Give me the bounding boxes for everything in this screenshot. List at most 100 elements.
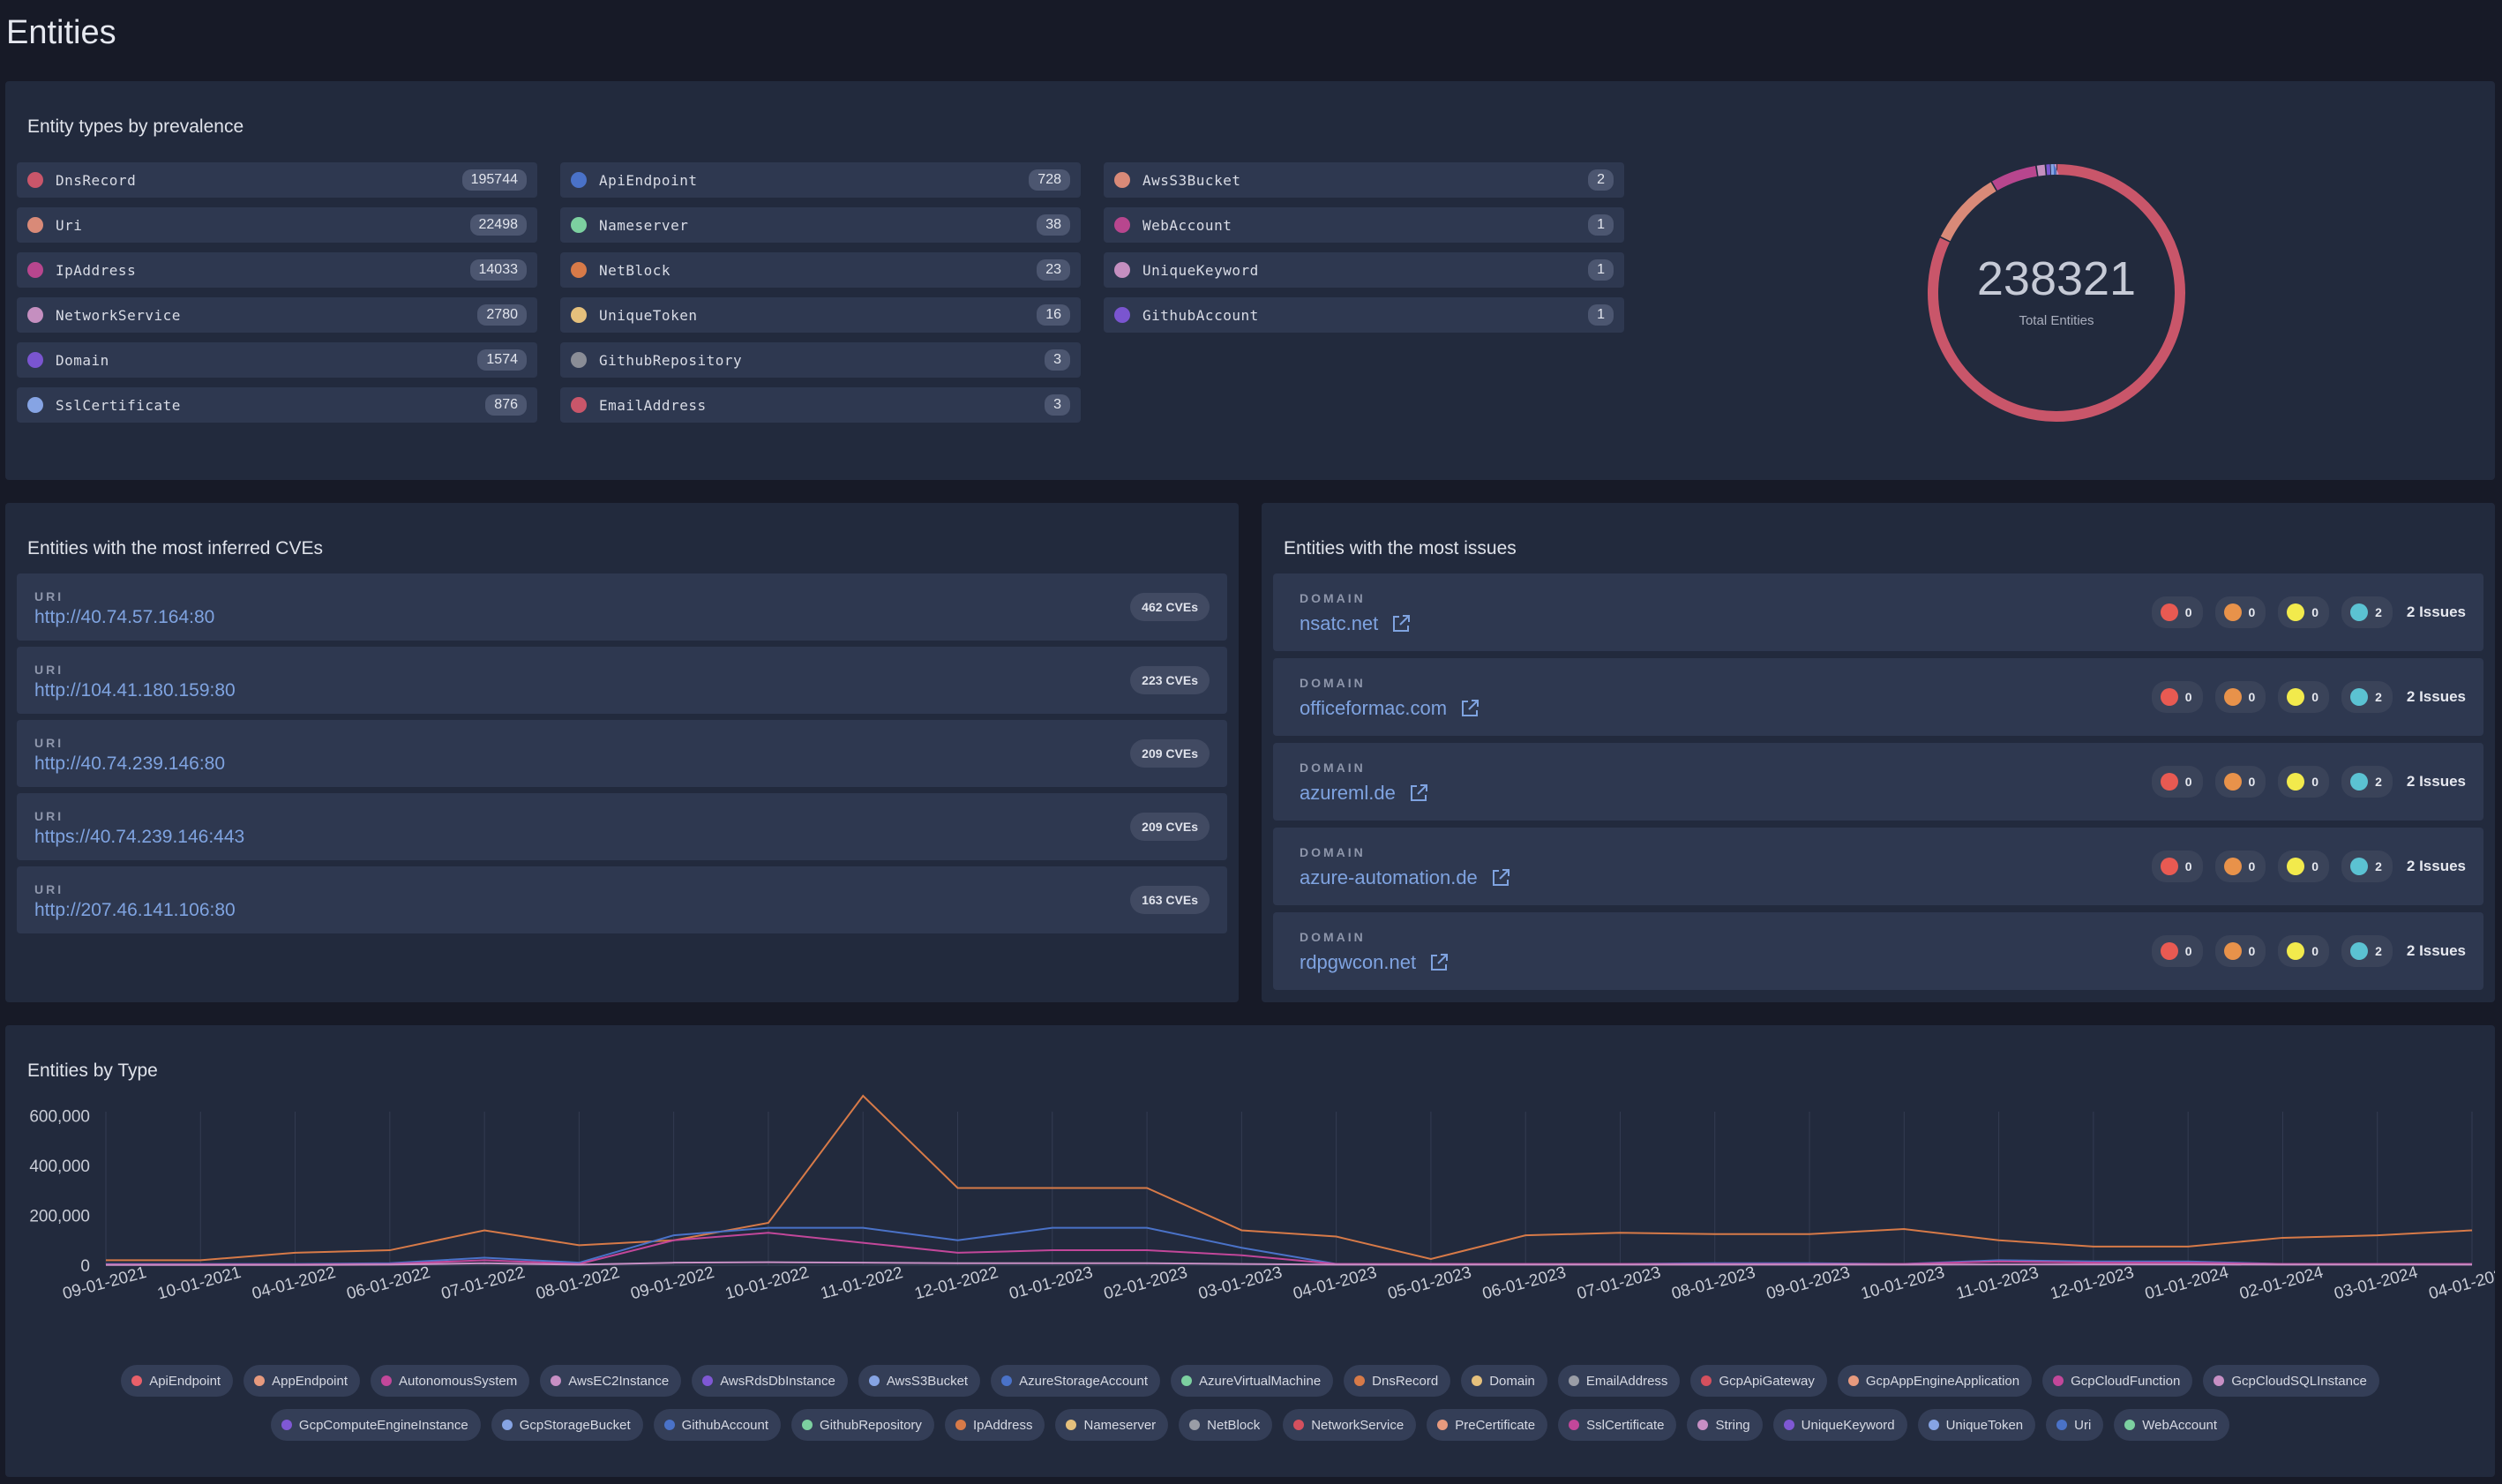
issue-entity-row[interactable]: DOMAIN rdpgwcon.net 0 0 0 2 2 Issues <box>1273 912 2483 990</box>
legend-item[interactable]: GcpAppEngineApplication <box>1837 1365 2033 1397</box>
external-link-icon[interactable] <box>1390 613 1412 634</box>
legend-item[interactable]: GcpApiGateway <box>1690 1365 1827 1397</box>
entity-type-item[interactable]: NetBlock 23 <box>560 252 1081 288</box>
external-link-icon[interactable] <box>1490 867 1511 888</box>
entity-link[interactable]: http://104.41.180.159:80 <box>34 680 236 701</box>
legend-item[interactable]: NetBlock <box>1179 1409 1273 1441</box>
legend-item[interactable]: AutonomousSystem <box>371 1365 530 1397</box>
legend-item[interactable]: IpAddress <box>944 1409 1045 1441</box>
legend-item[interactable]: GithubRepository <box>791 1409 934 1441</box>
legend-label: GcpCloudSQLInstance <box>2231 1373 2367 1389</box>
severity-dot-icon <box>2350 688 2369 706</box>
cve-entity-row[interactable]: URI http://40.74.57.164:80 462 CVEs <box>17 573 1227 641</box>
entity-type-item[interactable]: Domain 1574 <box>17 342 537 378</box>
entity-link[interactable]: http://40.74.57.164:80 <box>34 607 215 627</box>
cve-entity-row[interactable]: URI http://104.41.180.159:80 223 CVEs <box>17 647 1227 714</box>
entity-link[interactable]: http://207.46.141.106:80 <box>34 900 236 920</box>
entity-type-item[interactable]: SslCertificate 876 <box>17 387 537 423</box>
issue-entity-row[interactable]: DOMAIN officeformac.com 0 0 0 2 2 Issues <box>1273 658 2483 736</box>
entity-type-item[interactable]: EmailAddress 3 <box>560 387 1081 423</box>
legend-item[interactable]: UniqueToken <box>1917 1409 2036 1441</box>
legend-label: EmailAddress <box>1585 1373 1668 1389</box>
legend-item[interactable]: GcpCloudFunction <box>2042 1365 2193 1397</box>
legend-item[interactable]: Domain <box>1461 1365 1547 1397</box>
entity-type-item[interactable]: Nameserver 38 <box>560 207 1081 243</box>
severity-dot-icon <box>2350 942 2369 960</box>
entity-type-item[interactable]: DnsRecord 195744 <box>17 162 537 198</box>
legend-item[interactable]: PreCertificate <box>1427 1409 1548 1441</box>
external-link-icon[interactable] <box>1408 783 1429 804</box>
entity-type-item[interactable]: ApiEndpoint 728 <box>560 162 1081 198</box>
severity-pill: 2 <box>2341 935 2393 967</box>
domain-link[interactable]: rdpgwcon.net <box>1300 951 1417 973</box>
legend-item[interactable]: AppEndpoint <box>243 1365 361 1397</box>
legend-item[interactable]: AwsRdsDbInstance <box>692 1365 848 1397</box>
legend-label: GcpStorageBucket <box>519 1417 631 1433</box>
legend-item[interactable]: String <box>1687 1409 1763 1441</box>
legend-item[interactable]: AwsEC2Instance <box>540 1365 682 1397</box>
legend-item[interactable]: SslCertificate <box>1558 1409 1677 1441</box>
legend-item[interactable]: GcpComputeEngineInstance <box>270 1409 481 1441</box>
x-tick-label: 07-01-2023 <box>1575 1263 1662 1303</box>
x-tick-label: 07-01-2022 <box>439 1263 527 1303</box>
legend-item[interactable]: EmailAddress <box>1557 1365 1681 1397</box>
legend-item[interactable]: GithubAccount <box>653 1409 782 1441</box>
legend-label: String <box>1715 1417 1750 1433</box>
entity-type-label: URI <box>34 809 64 823</box>
cve-count-badge: 462 CVEs <box>1130 593 1210 621</box>
legend-item[interactable]: AzureVirtualMachine <box>1171 1365 1334 1397</box>
legend-item[interactable]: AwsS3Bucket <box>858 1365 981 1397</box>
issue-entity-row[interactable]: DOMAIN nsatc.net 0 0 0 2 2 Issues <box>1273 573 2483 651</box>
entity-type-dot-icon <box>1114 217 1130 233</box>
legend-item[interactable]: UniqueKeyword <box>1772 1409 1907 1441</box>
entity-type-item[interactable]: Uri 22498 <box>17 207 537 243</box>
domain-link[interactable]: azure-automation.de <box>1300 866 1478 888</box>
legend-item[interactable]: GcpCloudSQLInstance <box>2203 1365 2379 1397</box>
entity-link[interactable]: https://40.74.239.146:443 <box>34 827 245 847</box>
domain-link[interactable]: azureml.de <box>1300 782 1396 804</box>
external-link-icon[interactable] <box>1428 952 1450 973</box>
series-line <box>106 1232 2472 1266</box>
domain-link[interactable]: officeformac.com <box>1300 697 1448 719</box>
severity-count: 0 <box>2248 605 2256 619</box>
legend-label: AutonomousSystem <box>399 1373 518 1389</box>
entity-type-item[interactable]: IpAddress 14033 <box>17 252 537 288</box>
legend-item[interactable]: Nameserver <box>1055 1409 1169 1441</box>
legend-item[interactable]: WebAccount <box>2114 1409 2230 1441</box>
entity-type-item[interactable]: AwsS3Bucket 2 <box>1104 162 1624 198</box>
domain-link[interactable]: nsatc.net <box>1300 612 1379 634</box>
legend-item[interactable]: AzureStorageAccount <box>991 1365 1161 1397</box>
cve-entity-row[interactable]: URI http://40.74.239.146:80 209 CVEs <box>17 720 1227 787</box>
entity-type-item[interactable]: NetworkService 2780 <box>17 297 537 333</box>
entity-type-dot-icon <box>571 172 587 188</box>
legend-item[interactable]: Uri <box>2046 1409 2104 1441</box>
cve-entity-row[interactable]: URI http://207.46.141.106:80 163 CVEs <box>17 866 1227 933</box>
legend-dot-icon <box>1568 1375 1579 1386</box>
cve-entity-row[interactable]: URI https://40.74.239.146:443 209 CVEs <box>17 793 1227 860</box>
entity-type-count: 2 <box>1588 169 1614 191</box>
legend-item[interactable]: DnsRecord <box>1344 1365 1451 1397</box>
issue-entity-row[interactable]: DOMAIN azureml.de 0 0 0 2 2 Issues <box>1273 743 2483 821</box>
legend-label: Nameserver <box>1083 1417 1157 1433</box>
entity-type-count: 1 <box>1588 214 1614 236</box>
legend-dot-icon <box>1181 1375 1193 1386</box>
entity-type-item[interactable]: GithubRepository 3 <box>560 342 1081 378</box>
entity-types-title: Entity types by prevalence <box>27 116 244 137</box>
entity-type-dot-icon <box>27 352 43 368</box>
legend-dot-icon <box>663 1420 675 1430</box>
entity-type-name: IpAddress <box>56 261 137 279</box>
external-link-icon[interactable] <box>1459 698 1480 719</box>
legend-item[interactable]: NetworkService <box>1283 1409 1417 1441</box>
domain-entry: azureml.de <box>1300 782 1429 805</box>
entity-link[interactable]: http://40.74.239.146:80 <box>34 753 226 774</box>
legend-item[interactable]: ApiEndpoint <box>121 1365 234 1397</box>
entity-type-item[interactable]: UniqueToken 16 <box>560 297 1081 333</box>
legend-item[interactable]: GcpStorageBucket <box>491 1409 643 1441</box>
issue-entity-row[interactable]: DOMAIN azure-automation.de 0 0 0 2 2 Issues <box>1273 828 2483 905</box>
entity-type-item[interactable]: WebAccount 1 <box>1104 207 1624 243</box>
entity-type-item[interactable]: GithubAccount 1 <box>1104 297 1624 333</box>
entity-type-item[interactable]: UniqueKeyword 1 <box>1104 252 1624 288</box>
legend-label: AzureStorageAccount <box>1019 1373 1149 1389</box>
severity-pill: 0 <box>2214 596 2266 628</box>
x-tick-label: 02-01-2024 <box>2237 1263 2326 1304</box>
